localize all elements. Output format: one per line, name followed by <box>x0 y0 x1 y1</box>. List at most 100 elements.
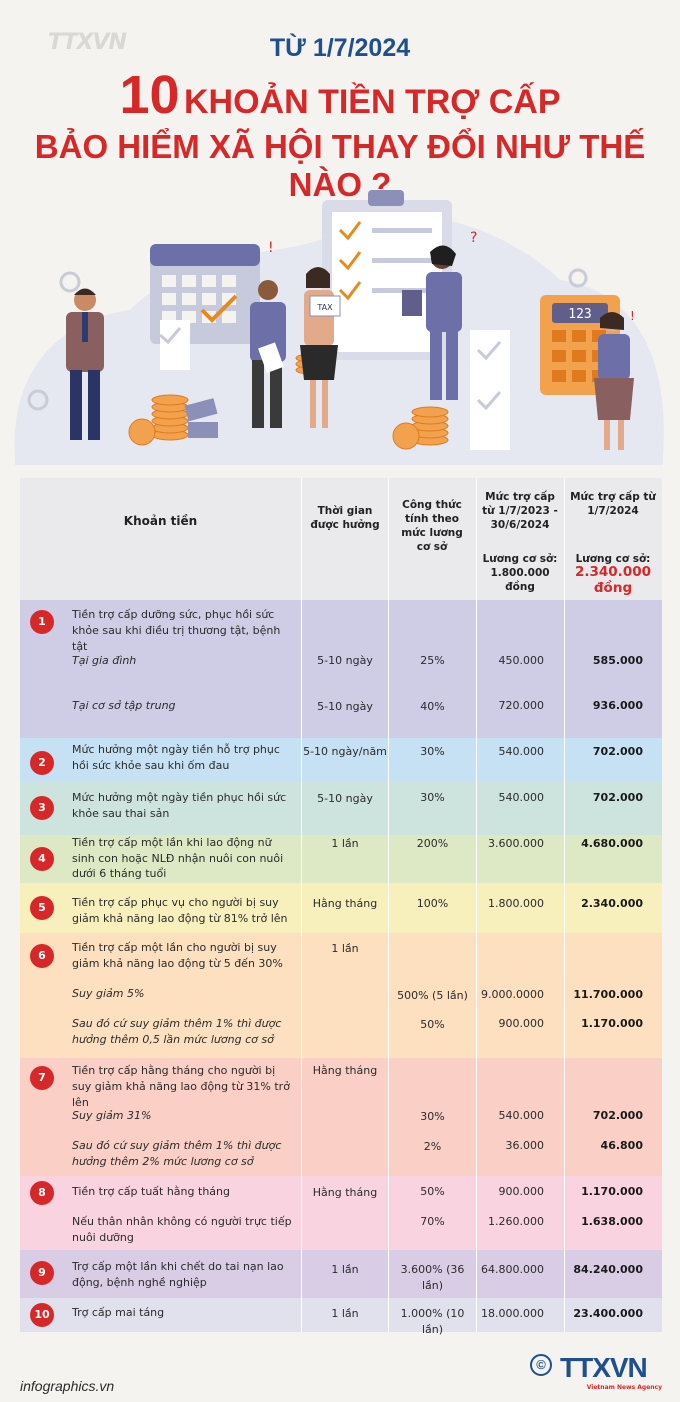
row-title: Tiền trợ cấp tuất hằng tháng <box>72 1185 230 1198</box>
row-number-badge: 10 <box>30 1303 54 1327</box>
office-workers-illustration: 123 TAX <box>14 190 664 465</box>
row-formula: 50% <box>420 1018 445 1031</box>
row-old-value: 9.000.0000 <box>481 988 544 1001</box>
row-time: Hằng tháng <box>312 897 378 910</box>
header-luong-co-so-cu: Lương cơ sở: 1.800.000 đồng <box>482 553 558 593</box>
row-title: Tiền trợ cấp dưỡng sức, phục hồi sức khỏ… <box>72 608 281 653</box>
row-time: 1 lần <box>331 942 359 955</box>
row-new-value: 936.000 <box>592 699 643 712</box>
header-luong-co-so-moi-value: 2.340.000 đồng <box>574 564 651 596</box>
row-number-badge: 4 <box>30 847 54 871</box>
row-time: 5-10 ngày <box>317 700 373 713</box>
row-formula: 50% <box>420 1185 445 1198</box>
row-sub-label: Nếu thân nhân không có người trực tiếp n… <box>72 1215 292 1244</box>
header-muc-moi: Mức trợ cấp từ 1/7/2024 <box>570 491 656 517</box>
row-old-value: 450.000 <box>498 654 545 667</box>
businessman-figure <box>66 288 104 440</box>
row-new-value: 585.000 <box>592 654 643 667</box>
row-number-badge: 1 <box>30 610 54 634</box>
man-with-paper-figure <box>250 280 286 428</box>
header-luong-co-so-moi: Lương cơ sở: <box>575 553 651 565</box>
row-title: Tiền trợ cấp một lần cho người bị suy gi… <box>72 941 283 970</box>
row-new-value: 4.680.000 <box>581 837 643 850</box>
svg-text:!: ! <box>268 240 274 256</box>
woman-with-tax-sign-figure: TAX <box>300 267 341 428</box>
table-header-band <box>20 478 662 600</box>
row-formula: 2% <box>423 1140 442 1153</box>
svg-text:!: ! <box>630 309 635 323</box>
row-sub-label: Suy giảm 31% <box>72 1109 152 1122</box>
ttxvn-watermark-logo: TTXVN <box>48 30 127 55</box>
row-formula: 30% <box>420 1110 445 1123</box>
row-title: Trợ cấp một lần khi chết do tai nạn lao … <box>72 1260 284 1289</box>
svg-text:123: 123 <box>568 307 591 322</box>
header-thoi-gian: Thời gian được hưởng <box>310 505 380 531</box>
woman-at-calculator-figure <box>594 312 634 450</box>
row-old-value: 3.600.000 <box>488 837 544 850</box>
row-title: Mức hưởng một ngày tiền hỗ trợ phục hồi … <box>72 743 280 772</box>
row-band-8 <box>20 1176 662 1250</box>
row-title: Tiền trợ cấp một lần khi lao động nữ sin… <box>72 836 284 880</box>
svg-text:?: ? <box>470 230 477 246</box>
row-number-badge: 6 <box>30 944 54 968</box>
row-band-5 <box>20 883 662 933</box>
row-title: Mức hưởng một ngày tiền phục hồi sức khỏ… <box>72 791 287 820</box>
row-time: 1 lần <box>331 1263 359 1276</box>
row-old-value: 540.000 <box>498 1109 545 1122</box>
row-new-value: 46.800 <box>600 1139 643 1152</box>
row-title: Tiền trợ cấp hằng tháng cho người bị suy… <box>72 1064 290 1109</box>
source-site-link[interactable]: infographics.vn <box>20 1378 115 1394</box>
row-number-badge: 8 <box>30 1181 54 1205</box>
row-new-value: 702.000 <box>592 1109 643 1122</box>
row-old-value: 900.000 <box>498 1185 545 1198</box>
ttxvn-logo-word: TTXVN <box>560 1352 648 1383</box>
row-band-4 <box>20 835 662 883</box>
row-formula: 200% <box>416 837 449 850</box>
row-sub-label: Sau đó cứ suy giảm thêm 1% thì được hưởn… <box>72 1017 282 1046</box>
row-band-1 <box>20 600 662 738</box>
row-formula: 30% <box>420 745 445 758</box>
header-muc-cu: Mức trợ cấp từ 1/7/2023 - 30/6/2024 <box>482 491 558 531</box>
row-new-value: 702.000 <box>592 791 643 804</box>
row-time: 5-10 ngày <box>317 654 373 667</box>
title-line-2: BẢO HIỂM XÃ HỘI THAY ĐỔI NHƯ THẾ NÀO ? <box>34 128 646 203</box>
row-band-10 <box>20 1298 662 1332</box>
title-text: KHOẢN TIỀN TRỢ CẤP <box>183 83 561 121</box>
row-formula: 70% <box>420 1215 445 1228</box>
row-sub-label: Suy giảm 5% <box>72 987 145 1000</box>
row-number-badge: 3 <box>30 796 54 820</box>
row-number-badge: 7 <box>30 1066 54 1090</box>
row-sub-label: Sau đó cứ suy giảm thêm 1% thì được hưởn… <box>72 1139 282 1168</box>
row-old-value: 1.800.000 <box>488 897 544 910</box>
title-line-1: 10 KHOẢN TIỀN TRỢ CẤP <box>0 64 680 126</box>
woman-with-folder-figure <box>402 245 462 400</box>
row-new-value: 23.400.000 <box>573 1307 643 1320</box>
row-new-value: 702.000 <box>592 745 643 758</box>
row-old-value: 540.000 <box>498 745 545 758</box>
row-time: 1 lần <box>331 1307 359 1320</box>
row-formula: 3.600% (36 lần) <box>400 1263 465 1292</box>
row-old-value: 64.800.000 <box>481 1263 544 1276</box>
row-time: Hằng tháng <box>312 1064 378 1077</box>
row-time: 5-10 ngày/năm <box>303 745 387 758</box>
row-old-value: 900.000 <box>498 1017 545 1030</box>
row-band-7 <box>20 1058 662 1176</box>
row-formula: 40% <box>420 700 445 713</box>
row-band-3 <box>20 781 662 835</box>
title-number: 10 <box>119 65 180 125</box>
row-number-badge: 2 <box>30 751 54 775</box>
row-band-6 <box>20 933 662 1058</box>
row-formula: 30% <box>420 791 445 804</box>
header-cong-thuc: Công thức tính theo mức lương cơ sở <box>401 499 463 553</box>
calendar-illustration <box>150 244 260 344</box>
row-number-badge: 9 <box>30 1261 54 1285</box>
row-band-2 <box>20 738 662 781</box>
row-time: 5-10 ngày <box>317 792 373 805</box>
header-khoan-tien: Khoản tiền <box>123 514 198 528</box>
row-band-9 <box>20 1250 662 1298</box>
row-formula: 1.000% (10 lần) <box>400 1307 465 1336</box>
row-sub-label: Tại cơ sở tập trung <box>72 699 176 712</box>
row-old-value: 720.000 <box>498 699 545 712</box>
row-new-value: 1.170.000 <box>581 1017 643 1030</box>
row-sub-label: Tại gia đình <box>72 654 137 667</box>
